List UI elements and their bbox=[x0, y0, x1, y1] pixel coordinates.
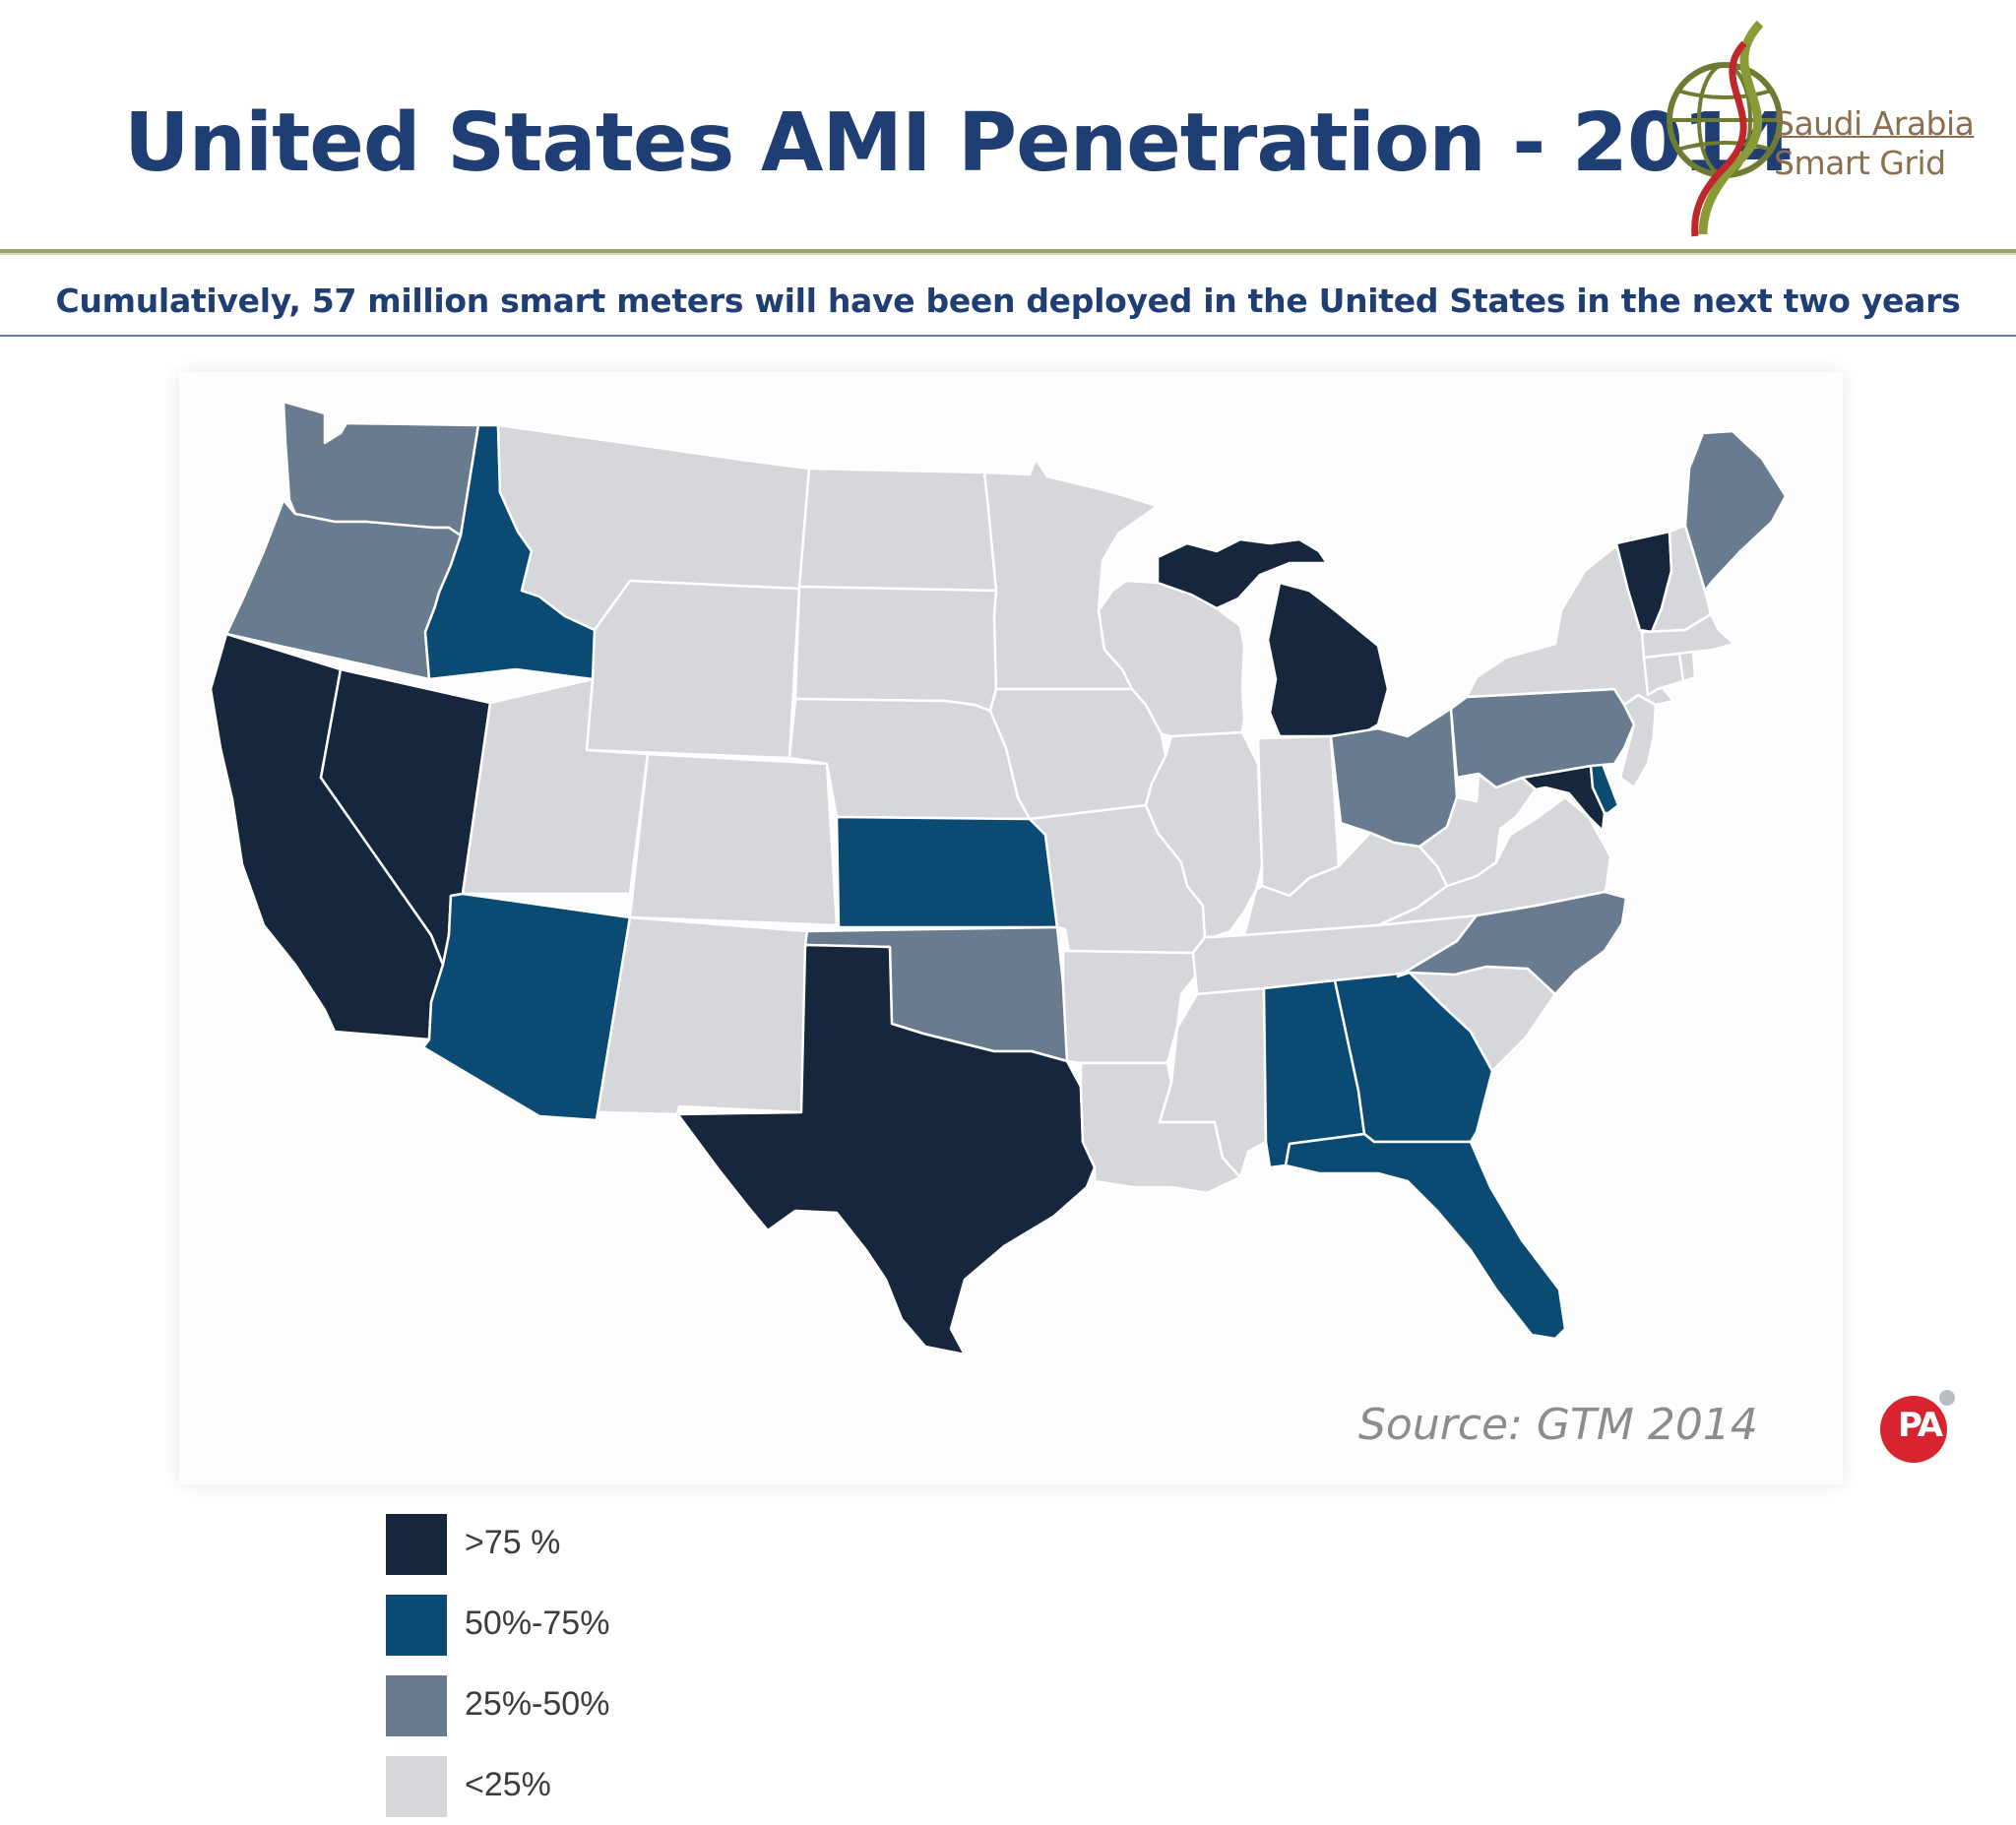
state-colorado[interactable] bbox=[628, 752, 839, 927]
legend-swatch bbox=[386, 1595, 447, 1656]
state-north-dakota[interactable] bbox=[797, 467, 998, 593]
us-ami-map bbox=[209, 400, 1788, 1356]
state-connecticut[interactable] bbox=[1642, 652, 1685, 697]
state-rhode-island[interactable] bbox=[1677, 650, 1697, 683]
globe-swoosh-icon bbox=[1667, 20, 1783, 237]
pa-logo-icon bbox=[1880, 1390, 1955, 1463]
slide-title: United States AMI Penetration - 2014 bbox=[124, 96, 1794, 190]
legend-item: <25% bbox=[386, 1756, 701, 1825]
state-wyoming[interactable] bbox=[585, 579, 801, 760]
state-florida[interactable] bbox=[1284, 1132, 1567, 1341]
state-texas[interactable] bbox=[675, 943, 1097, 1356]
legend-label: <25% bbox=[465, 1766, 551, 1803]
state-montana[interactable] bbox=[496, 423, 811, 632]
legend-swatch bbox=[386, 1675, 447, 1736]
legend-label: >75 % bbox=[465, 1524, 561, 1561]
map-panel: >75 % 50%-75% 25%-50% <25% bbox=[179, 372, 1843, 1817]
saudi-arabia-smart-grid-logo: Saudi Arabia Smart Grid bbox=[1644, 14, 1998, 242]
source-citation: Source: GTM 2014 bbox=[1358, 1400, 1758, 1450]
state-new-mexico[interactable] bbox=[595, 915, 809, 1122]
legend-label: 50%-75% bbox=[465, 1605, 610, 1642]
logo-text-line2: Smart Grid bbox=[1774, 144, 1946, 182]
state-maine[interactable] bbox=[1683, 429, 1788, 593]
header-divider bbox=[0, 249, 2016, 253]
logo-text-line1: Saudi Arabia bbox=[1774, 104, 1975, 143]
legend-swatch bbox=[386, 1756, 447, 1817]
state-michigan-upper[interactable] bbox=[1156, 537, 1329, 610]
state-washington[interactable] bbox=[282, 400, 480, 537]
legend-swatch bbox=[386, 1514, 447, 1575]
subtitle-divider bbox=[0, 335, 2016, 337]
legend-item: >75 % bbox=[386, 1514, 701, 1583]
legend-label: 25%-50% bbox=[465, 1685, 610, 1723]
state-michigan-lower[interactable] bbox=[1266, 581, 1390, 738]
state-north-carolina[interactable] bbox=[1396, 890, 1628, 996]
state-kansas[interactable] bbox=[835, 815, 1059, 929]
pa-logo-text: PA bbox=[1897, 1406, 1943, 1445]
slide-subtitle: Cumulatively, 57 million smart meters wi… bbox=[55, 282, 1961, 320]
state-south-dakota[interactable] bbox=[793, 585, 998, 713]
legend-item: 25%-50% bbox=[386, 1675, 701, 1744]
header-divider-shadow bbox=[0, 253, 2016, 255]
legend-item: 50%-75% bbox=[386, 1595, 701, 1664]
state-arizona[interactable] bbox=[421, 892, 632, 1122]
